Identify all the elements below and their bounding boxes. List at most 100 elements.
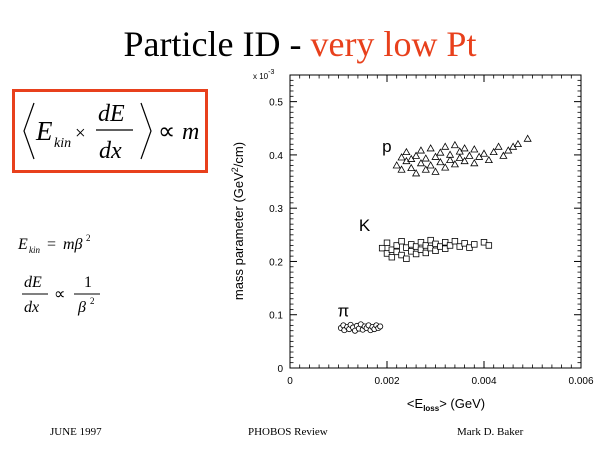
y-label-sup: 2 xyxy=(230,167,240,172)
kaon-marker xyxy=(412,250,420,258)
proton-marker xyxy=(412,169,421,177)
kaon-marker xyxy=(393,242,400,249)
proton-marker xyxy=(470,159,479,167)
y-label-before: mass parameter (GeV xyxy=(231,172,246,300)
proton-marker xyxy=(460,156,469,165)
kaon-marker xyxy=(485,242,493,249)
y-multiplier-base: x 10 xyxy=(253,72,269,81)
kaon-marker xyxy=(422,249,429,257)
annotation-label: K xyxy=(359,216,371,235)
boxed-frac-num: dE xyxy=(98,101,125,127)
proton-marker xyxy=(421,165,430,173)
x-tick-label: 0.004 xyxy=(471,376,496,387)
boxed-proportional: ∝ xyxy=(158,119,175,145)
proton-marker xyxy=(489,147,498,156)
proton-marker xyxy=(416,146,426,154)
proton-marker xyxy=(494,142,503,150)
particle-annotations: p Kπ xyxy=(338,137,392,320)
y-tick-label: 0 xyxy=(277,364,283,375)
x-tick-label: 0 xyxy=(287,376,293,387)
proton-marker xyxy=(450,140,459,149)
kaon-marker xyxy=(446,242,454,249)
proton-marker xyxy=(431,152,440,160)
boxed-rhs: m xyxy=(182,119,199,145)
proton-marker xyxy=(470,145,479,153)
pion-marker xyxy=(377,323,384,330)
kaon-marker xyxy=(403,255,410,262)
y-tick-label: 0.2 xyxy=(269,257,283,268)
footer-event: PHOBOS Review xyxy=(248,426,328,438)
x-label-close: > (GeV) xyxy=(439,396,485,411)
dedx-rhs-den-base: β xyxy=(77,299,86,316)
dedx-frac-den: dx xyxy=(24,299,39,316)
proton-marker xyxy=(460,144,469,152)
plot-frame xyxy=(289,74,582,369)
proton-marker xyxy=(465,151,474,159)
y-axis-label: mass parameter (GeV2/cm) xyxy=(230,142,246,300)
right-angle-bracket xyxy=(140,102,152,160)
x-axis-label: <Eloss> (GeV) xyxy=(407,396,485,413)
slide-title: Particle ID - very low Pt xyxy=(0,22,600,66)
proton-marker xyxy=(479,149,489,157)
proton-marker xyxy=(412,151,421,159)
proton-marker xyxy=(392,161,401,169)
x-label-sub: loss xyxy=(423,404,440,413)
proton-marker xyxy=(416,159,426,167)
annotation-label: p xyxy=(382,137,391,156)
energy-rhs-base: mβ xyxy=(63,236,83,253)
energy-lhs-base: E xyxy=(17,236,28,253)
boxed-ekin-sub: kin xyxy=(54,136,71,151)
dedx-proportional: ∝ xyxy=(54,286,65,303)
proton-marker xyxy=(445,155,455,164)
kaon-marker xyxy=(451,238,459,245)
x-tick-label: 0.002 xyxy=(374,376,399,387)
y-label-after: /cm) xyxy=(231,142,246,167)
footer-date: JUNE 1997 xyxy=(50,426,102,438)
kaon-marker xyxy=(398,238,405,245)
dedx-frac-num: dE xyxy=(24,274,42,291)
kaon-marker xyxy=(388,253,396,261)
formula-box xyxy=(12,89,208,173)
energy-equals: = xyxy=(47,236,56,253)
proton-marker xyxy=(455,153,464,161)
proton-marker xyxy=(436,148,445,156)
proton-marker xyxy=(441,163,450,171)
y-tick-label: 0.5 xyxy=(269,98,283,109)
axis-tick-labels: 0 0.002 0.004 0.006 0 0.1 0.2 0.3 0.4 0.5 xyxy=(269,98,594,387)
y-multiplier: x 10-3 xyxy=(253,69,274,81)
boxed-frac-den: dx xyxy=(99,138,122,164)
proton-marker xyxy=(436,157,445,166)
data-markers xyxy=(337,134,532,334)
title-main: Particle ID - xyxy=(123,24,311,64)
axis-ticks xyxy=(289,75,582,369)
proton-marker xyxy=(426,161,435,169)
left-angle-bracket xyxy=(23,102,35,160)
proton-marker xyxy=(441,142,450,150)
y-multiplier-exp: -3 xyxy=(268,69,274,76)
proton-marker xyxy=(402,147,411,156)
kaon-marker xyxy=(383,239,391,247)
dedx-rhs-den-exp: 2 xyxy=(90,296,95,306)
proton-marker xyxy=(421,154,430,162)
proton-marker xyxy=(407,163,416,172)
kaon-marker xyxy=(378,244,386,252)
energy-rhs-exp: 2 xyxy=(86,233,91,243)
boxed-times: × xyxy=(75,123,86,144)
title-accent: very low Pt xyxy=(310,24,477,64)
y-tick-label: 0.3 xyxy=(269,204,283,215)
proton-marker xyxy=(397,165,406,173)
energy-lhs-sub: kin xyxy=(29,245,40,255)
kaon-marker xyxy=(383,250,391,257)
proton-marker xyxy=(445,150,455,158)
kaon-marker xyxy=(398,251,405,259)
footer-author: Mark D. Baker xyxy=(457,426,524,438)
proton-marker xyxy=(431,167,440,175)
proton-marker xyxy=(397,153,406,161)
kaon-marker xyxy=(427,236,434,244)
proton-marker xyxy=(484,155,493,164)
proton-marker xyxy=(426,144,435,152)
kaon-marker xyxy=(471,241,478,248)
y-tick-label: 0.4 xyxy=(269,151,283,162)
